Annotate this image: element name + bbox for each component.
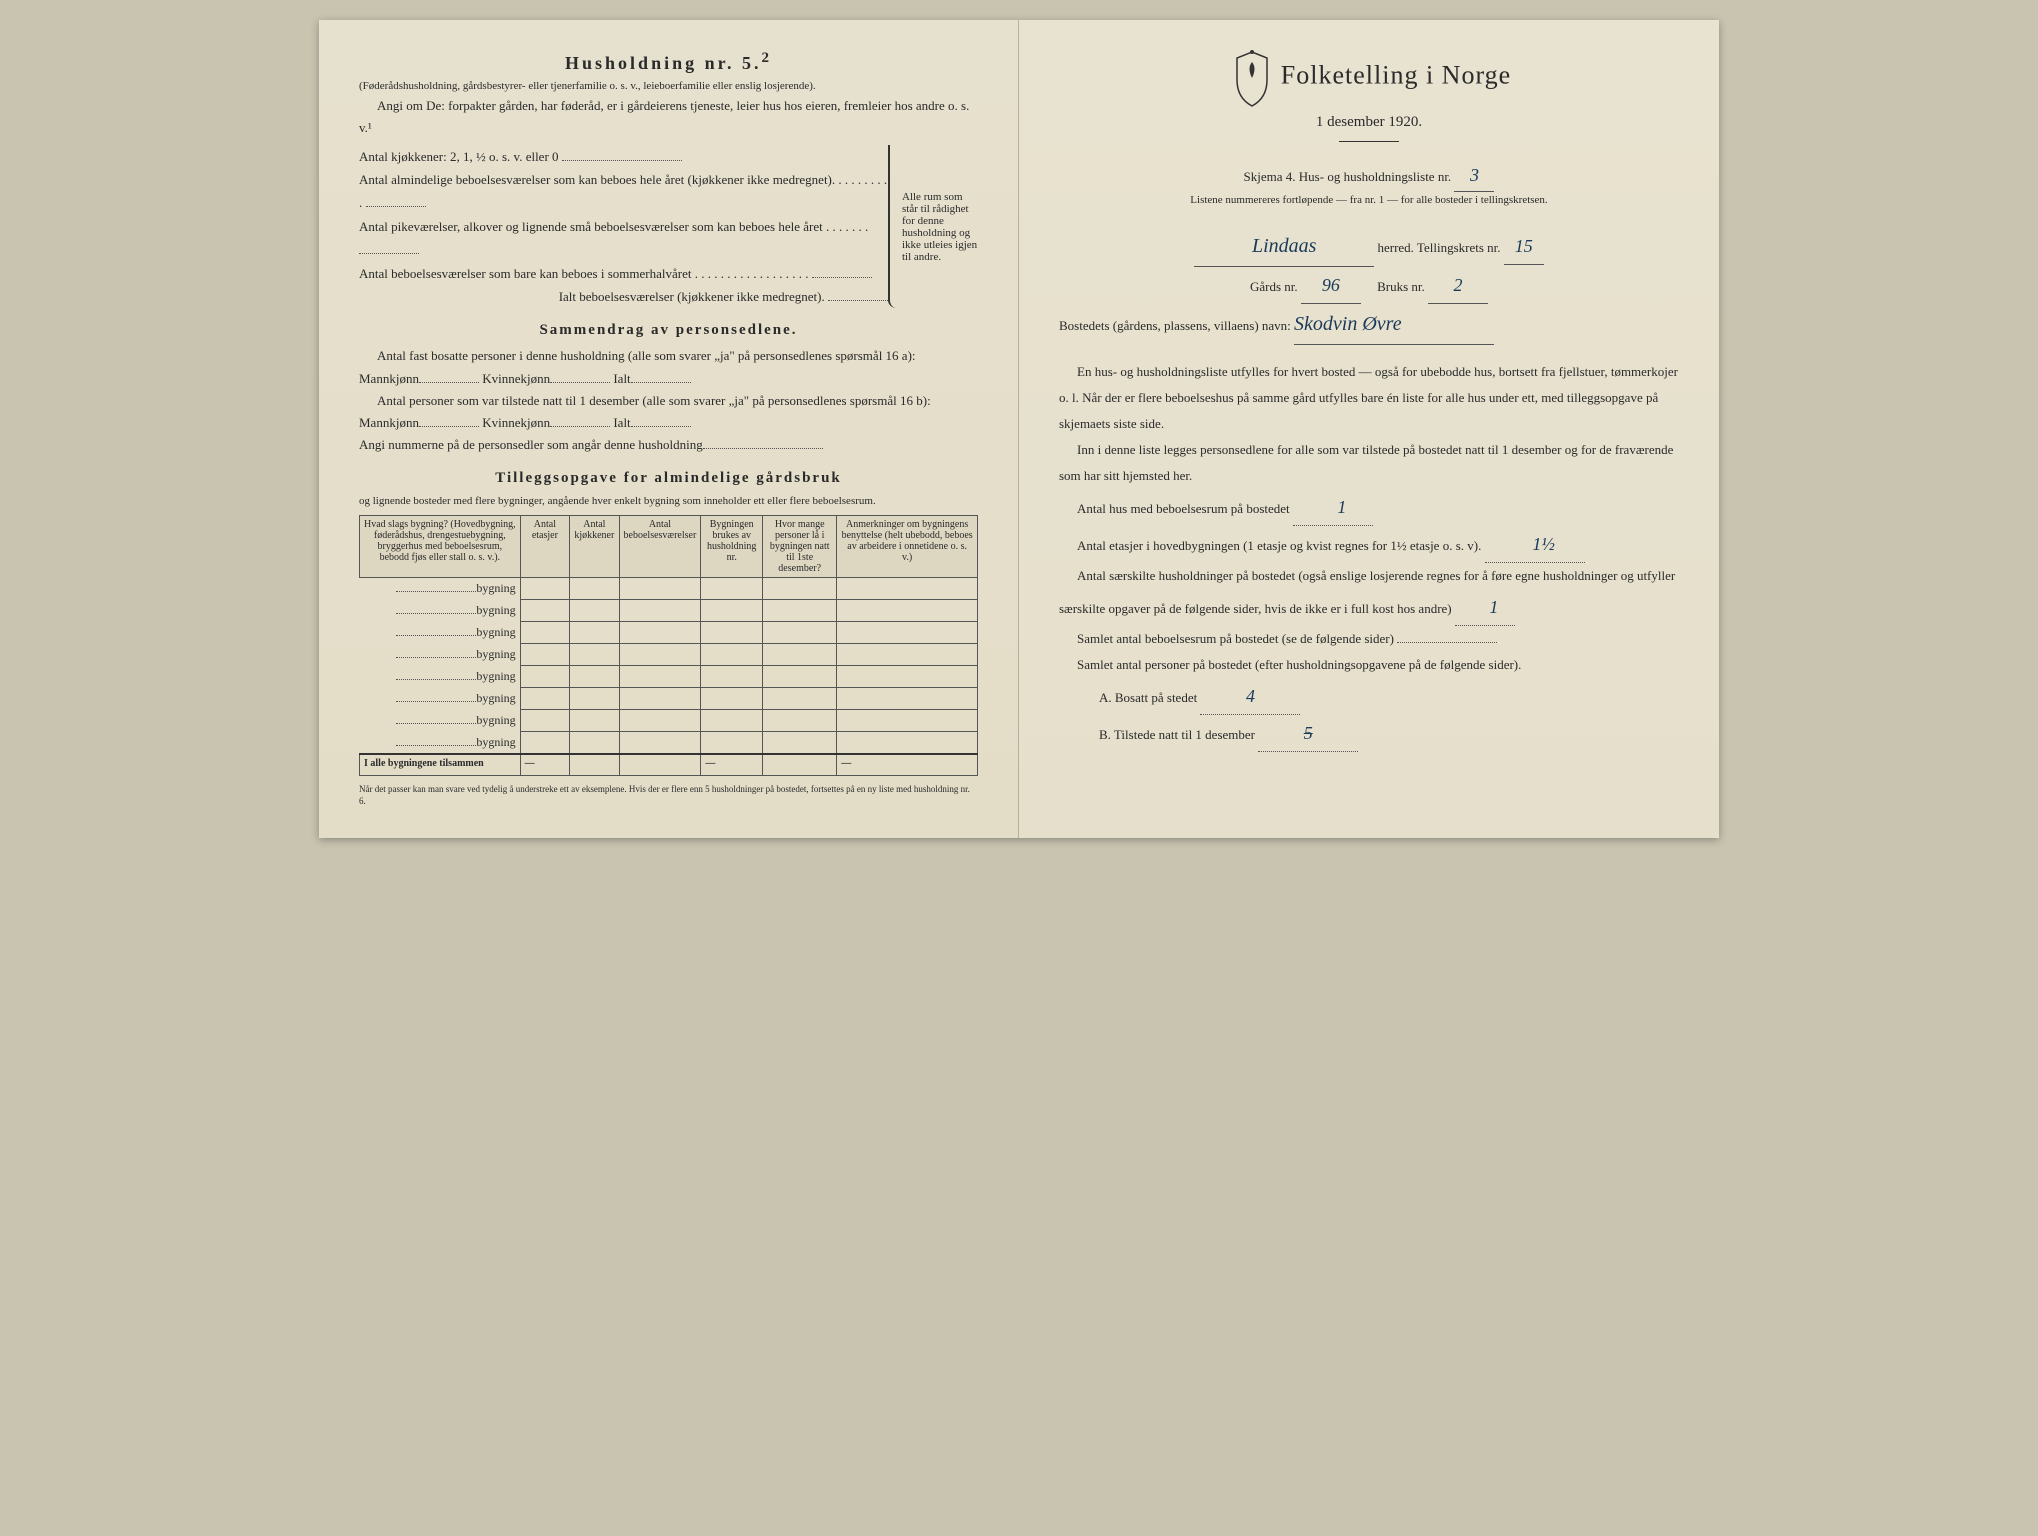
table-row: bygning — [360, 688, 978, 710]
qA: A. Bosatt på stedet 4 — [1099, 678, 1679, 715]
title-rule — [1339, 141, 1399, 142]
left-footnote: Når det passer kan man svare ved tydelig… — [359, 784, 978, 807]
herred-value: Lindaas — [1194, 226, 1374, 267]
row-label: bygning — [360, 578, 521, 600]
qB-value: 5 — [1258, 715, 1358, 752]
rooms-small: Antal pikeværelser, alkover og lignende … — [359, 215, 888, 262]
table-row: bygning — [360, 600, 978, 622]
th-hushold: Bygningen brukes av husholdning nr. — [701, 516, 763, 578]
table-row: bygning — [360, 710, 978, 732]
bosted-value: Skodvin Øvre — [1294, 304, 1494, 345]
q1-value: 1 — [1293, 489, 1373, 526]
q3-value: 1 — [1455, 589, 1515, 626]
herred-line: Lindaas herred. Tellingskrets nr. 15 — [1059, 226, 1679, 267]
tellingskrets-nr: 15 — [1504, 228, 1544, 265]
household-heading: Husholdning nr. 5.2 — [359, 50, 978, 74]
row-label: bygning — [360, 622, 521, 644]
summary-line-2: Antal personer som var tilstede natt til… — [359, 390, 978, 434]
table-header-row: Hvad slags bygning? (Hovedbygning, føder… — [360, 516, 978, 578]
main-title: Folketelling i Norge — [1281, 61, 1511, 90]
table-row: bygning — [360, 666, 978, 688]
rooms-brace-section: Antal kjøkkener: 2, 1, ½ o. s. v. eller … — [359, 145, 978, 309]
q3: Antal særskilte husholdninger på bostede… — [1059, 563, 1679, 626]
brace-note: Alle rum som står til rådighet for denne… — [888, 145, 978, 309]
title-date: 1 desember 1920. — [1059, 114, 1679, 131]
summary-heading: Sammendrag av personsedlene. — [359, 322, 978, 339]
table-row: bygning — [360, 644, 978, 666]
table-row: bygning — [360, 622, 978, 644]
th-personer: Hvor mange personer lå i bygningen natt … — [763, 516, 837, 578]
heading-sub1: (Føderådshusholdning, gårdsbestyrer- ell… — [359, 78, 978, 95]
left-page: Husholdning nr. 5.2 (Føderådshusholdning… — [319, 20, 1019, 838]
q2: Antal etasjer i hovedbygningen (1 etasje… — [1059, 526, 1679, 563]
skjema-line: Skjema 4. Hus- og husholdningsliste nr. … — [1059, 160, 1679, 192]
coat-of-arms-icon — [1227, 50, 1277, 110]
rooms-summer: Antal beboelsesværelser som bare kan beb… — [359, 262, 888, 285]
heading-sub2: Angi om De: forpakter gården, har føderå… — [359, 95, 978, 139]
th-kjokken: Antal kjøkkener — [570, 516, 619, 578]
bruks-nr: 2 — [1428, 267, 1488, 304]
q2-value: 1½ — [1485, 526, 1585, 563]
bosted-line: Bostedets (gårdens, plassens, villaens) … — [1059, 304, 1679, 345]
gards-line: Gårds nr. 96 Bruks nr. 2 — [1059, 267, 1679, 304]
table-total-row: I alle bygningene tilsammen — — — — [360, 754, 978, 776]
tillegg-sub: og lignende bosteder med flere bygninger… — [359, 493, 978, 510]
th-vaerelser: Antal beboelsesværelser — [619, 516, 701, 578]
row-label: bygning — [360, 710, 521, 732]
para-2: Inn i denne liste legges personsedlene f… — [1059, 437, 1679, 489]
row-label: bygning — [360, 600, 521, 622]
q4: Samlet antal beboelsesrum på bostedet (s… — [1059, 626, 1679, 652]
table-row: bygning — [360, 578, 978, 600]
list-note: Listene nummereres fortløpende — fra nr.… — [1059, 192, 1679, 209]
total-dash3: — — [837, 754, 978, 776]
summary-line-3: Angi nummerne på de personsedler som ang… — [359, 434, 978, 456]
qA-value: 4 — [1200, 678, 1300, 715]
rooms-total: Ialt beboelsesværelser (kjøkkener ikke m… — [359, 285, 888, 308]
q5: Samlet antal personer på bostedet (efter… — [1059, 652, 1679, 678]
kitchen-count: Antal kjøkkener: 2, 1, ½ o. s. v. eller … — [359, 145, 888, 168]
title-block: Folketelling i Norge 1 desember 1920. — [1059, 50, 1679, 142]
total-dash: — — [520, 754, 569, 776]
tillegg-heading: Tilleggsopgave for almindelige gårdsbruk — [359, 470, 978, 487]
q1: Antal hus med beboelsesrum på bostedet 1 — [1059, 489, 1679, 526]
th-anm: Anmerkninger om bygningens benyttelse (h… — [837, 516, 978, 578]
row-label: bygning — [360, 644, 521, 666]
row-label: bygning — [360, 688, 521, 710]
gards-nr: 96 — [1301, 267, 1361, 304]
table-row: bygning — [360, 732, 978, 754]
qB: B. Tilstede natt til 1 desember 5 — [1099, 715, 1679, 752]
total-label: I alle bygningene tilsammen — [360, 754, 521, 776]
row-label: bygning — [360, 732, 521, 754]
summary-line-1: Antal fast bosatte personer i denne hush… — [359, 345, 978, 389]
skjema-nr: 3 — [1454, 160, 1494, 192]
document-spread: Husholdning nr. 5.2 (Føderådshusholdning… — [319, 20, 1719, 838]
rooms-ordinary: Antal almindelige beboelsesværelser som … — [359, 168, 888, 215]
row-label: bygning — [360, 666, 521, 688]
th-etasjer: Antal etasjer — [520, 516, 569, 578]
bygning-table: Hvad slags bygning? (Hovedbygning, føder… — [359, 515, 978, 776]
right-page: Folketelling i Norge 1 desember 1920. Sk… — [1019, 20, 1719, 838]
total-dash2: — — [701, 754, 763, 776]
para-1: En hus- og husholdningsliste utfylles fo… — [1059, 359, 1679, 437]
th-type: Hvad slags bygning? (Hovedbygning, føder… — [360, 516, 521, 578]
